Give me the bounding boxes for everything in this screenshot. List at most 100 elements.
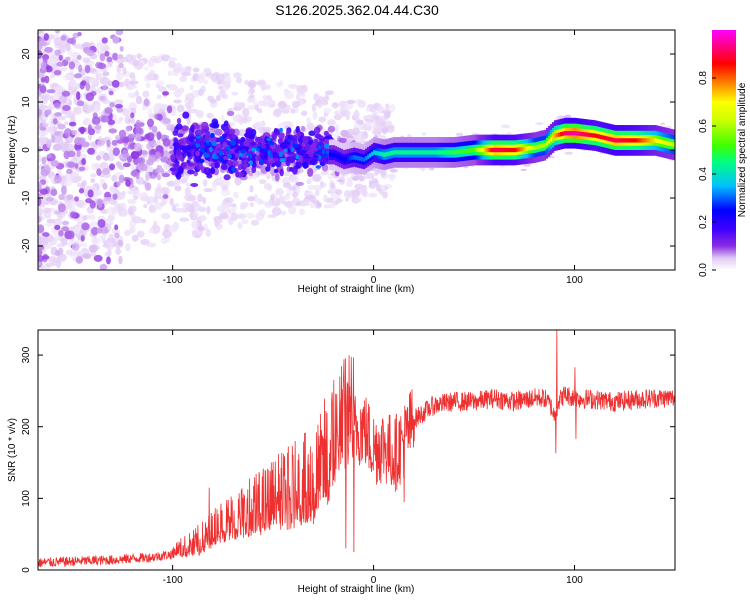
spectrogram-cell-faint (38, 97, 43, 106)
spectrogram-cell (57, 203, 66, 213)
spectrogram-ridge-core (660, 139, 663, 144)
spectrogram-cell (162, 117, 171, 125)
spectrogram-ridge-core (638, 138, 641, 143)
spectrogram-cell-dense (291, 166, 298, 175)
spectrogram-cell-faint (372, 128, 382, 135)
spectrogram-ridge-core (405, 150, 408, 155)
spectrogram-cell (154, 151, 162, 159)
spectrogram-ridge-core (361, 156, 364, 162)
spectrogram-cell-faint (86, 215, 91, 220)
spectrogram-cell-faint (159, 201, 166, 207)
spectrogram-cell-dense (271, 152, 278, 159)
spectrogram-ridge-core (600, 134, 603, 140)
spectrogram-cell-faint (282, 200, 288, 206)
spectrogram-cell-dense (196, 162, 204, 171)
spectrogram-cell-peak (283, 148, 288, 153)
spectrogram-ridge-core (395, 150, 398, 155)
spectrogram-ridge-core (620, 138, 623, 143)
spectrogram-cell-dense (273, 168, 279, 174)
spectrogram-cell-faint (378, 189, 384, 195)
spectrogram-cell-faint (332, 101, 339, 110)
spectrogram-cell-faint (270, 194, 275, 201)
spectrogram-ridge-core (357, 156, 360, 161)
spectrogram-cell-dense (192, 162, 198, 167)
spectrogram-cell-peak (269, 153, 273, 158)
spectrogram-cell-dense (236, 145, 244, 151)
spectrogram-cell (45, 65, 53, 73)
spectrogram-cell (38, 224, 45, 233)
spectrogram-ridge-core (332, 152, 336, 157)
spectrogram-ridge-core (624, 138, 627, 143)
spectrogram-cell-faint (221, 93, 229, 100)
spectrogram-cell-faint (38, 175, 47, 181)
spectrogram-cell-faint (62, 179, 73, 187)
spectrogram-cell (46, 140, 52, 149)
spectrogram-cell-peak (314, 151, 321, 155)
spectrogram-ridge-core (499, 147, 502, 153)
spectrogram-ridge-core (654, 138, 657, 143)
spectrogram-cell-dense (172, 130, 179, 136)
spectrogram-cell (81, 157, 86, 166)
spectrogram-cell (114, 224, 119, 231)
spectrogram-ridge-core (677, 143, 679, 147)
spectrogram-cell-peak (214, 154, 219, 160)
spectrogram-ridge-core (381, 152, 384, 157)
spectrogram-cell-faint (291, 100, 300, 108)
spectrogram-cell-faint (139, 192, 149, 201)
spectrogram-ridge-core (646, 138, 649, 143)
spectrogram-cell-faint (218, 85, 224, 90)
spectrogram-cell-faint (174, 185, 182, 192)
spectrogram-cell (109, 101, 115, 108)
spectrogram-cell-faint (122, 66, 127, 75)
spectrogram-cell-faint (167, 70, 173, 77)
spectrogram-cell-dense (176, 117, 182, 125)
spectrogram-cell (76, 149, 81, 157)
spectrogram-ytick-label: -10 (21, 190, 32, 205)
spectrogram-cell-dense (256, 154, 261, 162)
spectrogram-cell-faint (116, 72, 124, 81)
spectrogram-cell-peak (219, 136, 223, 142)
spectrogram-cell (74, 163, 79, 169)
spectrogram-ridge-core (662, 140, 665, 145)
spectrogram-ridge-core (473, 147, 476, 153)
spectrogram-ridge-core (449, 150, 452, 155)
spectrogram-cell (156, 174, 161, 181)
spectrogram-ridge-core (664, 140, 667, 145)
spectrogram-cell-faint (371, 177, 378, 184)
spectrogram-cell (96, 168, 102, 176)
spectrogram-cell-dense (170, 154, 176, 162)
spectrogram-cell (166, 105, 173, 114)
spectrogram-cell-faint (369, 105, 377, 113)
spectrogram-cell-faint (141, 105, 148, 111)
spectrogram-cell-faint (96, 73, 104, 80)
spectrogram-cell-dense (201, 121, 209, 130)
spectrogram-cell (76, 91, 81, 101)
spectrogram-ridge-core (652, 138, 655, 143)
spectrogram-cell (127, 133, 136, 139)
spectrogram-cell-faint (129, 84, 137, 90)
spectrogram-ridge-core (334, 153, 338, 158)
spectrogram-cell-dense (255, 137, 263, 144)
spectrogram-ridge-core (642, 138, 645, 143)
spectrogram-cell-faint (256, 197, 263, 205)
spectrogram-ridge-core (648, 138, 651, 143)
spectrogram-cell-dense (203, 167, 211, 175)
snr-series-line (38, 330, 675, 568)
spectrogram-cell-faint (174, 178, 181, 186)
spectrogram-cell (56, 61, 65, 67)
spectrogram-cell-dense (232, 160, 239, 167)
spectrogram-cell-faint (364, 172, 371, 179)
spectrogram-cell-faint (389, 103, 396, 113)
spectrogram-cell-faint (279, 100, 286, 107)
spectrogram-ridge-core (379, 151, 382, 156)
spectrogram-cell-dense (187, 169, 195, 175)
spectrogram-cell-halo (501, 124, 511, 129)
spectrogram-cell-faint (195, 109, 204, 117)
spectrogram-cell-peak (249, 153, 253, 160)
spectrogram-ytick-label: 0 (21, 147, 32, 153)
spectrogram-cell-faint (155, 80, 165, 86)
spectrogram-cell (42, 123, 48, 128)
spectrogram-cell (71, 129, 78, 135)
spectrogram-cell-faint (144, 66, 149, 72)
